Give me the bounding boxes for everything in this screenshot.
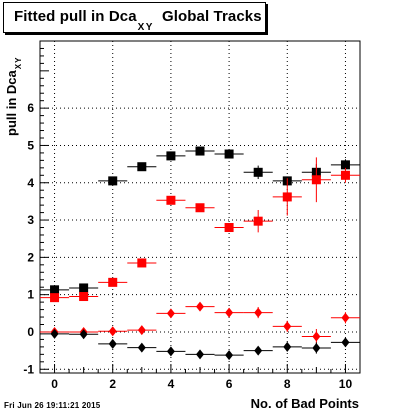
chart-title-subscript: XY	[137, 22, 154, 33]
data-point-square	[253, 167, 263, 177]
y-tick-label: 3	[27, 213, 34, 227]
data-point-diamond	[166, 346, 175, 357]
data-point-diamond	[283, 321, 292, 332]
data-point-diamond	[137, 342, 146, 353]
data-point-square	[340, 160, 350, 170]
data-point-diamond	[283, 341, 292, 352]
data-point-diamond	[137, 325, 146, 336]
data-point-square	[137, 258, 147, 268]
y-tick-label: 0	[27, 325, 34, 339]
data-point-diamond	[225, 350, 234, 361]
data-point-diamond	[312, 343, 321, 354]
x-tick-label: 6	[226, 377, 233, 391]
data-point-square	[166, 151, 176, 161]
data-point-square	[282, 192, 292, 202]
timestamp-footer: Fri Jun 26 19:11:21 2015	[4, 401, 101, 410]
data-point-diamond	[108, 326, 117, 337]
x-tick-label: 8	[284, 377, 291, 391]
y-tick-label: 5	[27, 138, 34, 152]
data-point-square	[166, 195, 176, 205]
data-series	[40, 146, 360, 361]
data-point-diamond	[341, 337, 350, 348]
y-tick-label: 2	[27, 250, 34, 264]
data-point-diamond	[79, 329, 88, 340]
y-axis-label: pull in DcaXY	[3, 57, 23, 136]
data-point-diamond	[108, 338, 117, 349]
data-point-diamond	[225, 307, 234, 318]
data-point-square	[195, 203, 205, 213]
data-point-diamond	[196, 301, 204, 312]
data-point-square	[50, 293, 60, 303]
y-axis-label-main: pull in Dca	[4, 70, 19, 136]
series-group	[40, 157, 360, 303]
y-axis-label-subscript: XY	[14, 56, 23, 70]
chart-title-suffix: Global Tracks	[161, 8, 262, 25]
y-tick-label: 1	[27, 288, 34, 302]
chart-title: Fitted pull in DcaXY Global Tracks	[14, 8, 262, 33]
data-point-square	[224, 149, 234, 159]
data-point-square	[340, 170, 350, 180]
x-axis-label: No. of Bad Points	[250, 396, 359, 411]
chart-title-main: Fitted pull in Dca	[14, 8, 137, 25]
data-point-square	[79, 283, 89, 293]
data-point-diamond	[196, 349, 204, 360]
y-tick-label: 6	[27, 101, 34, 115]
data-point-square	[108, 277, 118, 287]
data-point-square	[253, 216, 263, 226]
data-point-square	[195, 146, 205, 156]
x-tick-label: 10	[339, 377, 353, 391]
data-point-square	[311, 175, 321, 185]
series-group	[40, 328, 360, 361]
data-point-diamond	[312, 331, 321, 342]
data-point-diamond	[254, 307, 263, 318]
data-point-diamond	[341, 312, 350, 323]
data-point-square	[137, 162, 147, 172]
data-point-diamond	[166, 308, 175, 319]
data-point-square	[50, 285, 60, 295]
x-tick-label: 0	[51, 377, 58, 391]
chart-title-box: Fitted pull in DcaXY Global Tracks	[3, 2, 266, 33]
tick-labels: 0 2 4 6 8 10 -1 0 1 2 3 4 5 6	[23, 101, 352, 391]
data-point-square	[79, 292, 89, 302]
x-tick-label: 2	[109, 377, 116, 391]
data-point-square	[108, 176, 118, 186]
data-point-diamond	[254, 345, 263, 356]
x-tick-label: 4	[168, 377, 175, 391]
data-point-square	[224, 223, 234, 233]
data-point-diamond	[50, 328, 59, 339]
y-tick-label: 4	[27, 176, 34, 190]
y-tick-label: -1	[23, 362, 34, 376]
